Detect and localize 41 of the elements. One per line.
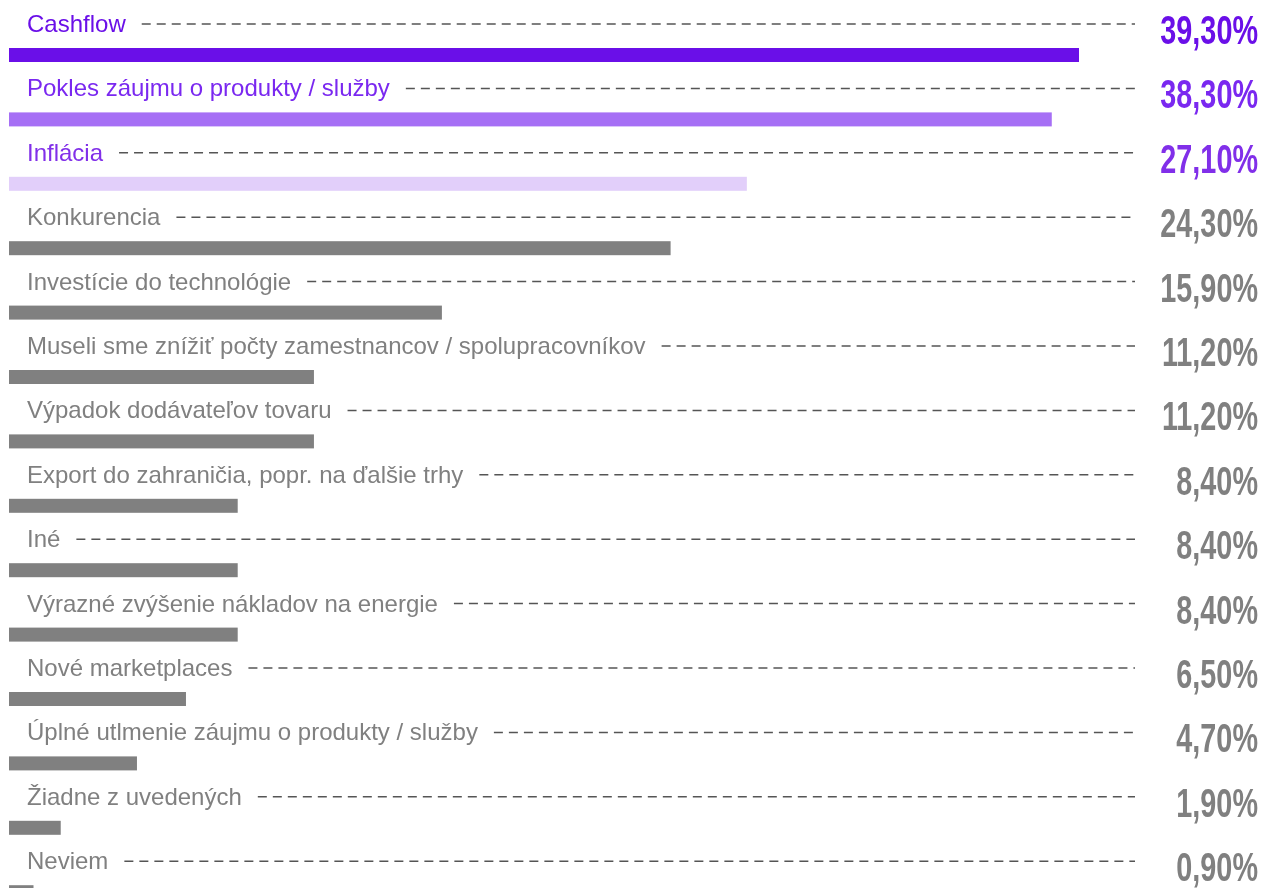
y-tick-label: Nové marketplaces bbox=[27, 654, 233, 681]
y-tick-label: Export do zahraničia, popr. na ďalšie trhy bbox=[27, 460, 464, 488]
data-label: 27,10% bbox=[1160, 136, 1259, 181]
data-label: 8,40% bbox=[1176, 586, 1258, 632]
bar bbox=[9, 692, 186, 706]
bar bbox=[9, 627, 238, 642]
bar bbox=[9, 563, 238, 578]
y-tick-label: Iné bbox=[27, 525, 61, 553]
y-tick-label: Museli sme znížiť počty zamestnancov / spolupracovníkov bbox=[27, 332, 646, 359]
bar bbox=[9, 112, 1052, 127]
bar bbox=[9, 434, 314, 449]
data-label: 39,30% bbox=[1160, 7, 1259, 53]
bar bbox=[9, 498, 238, 513]
data-label: 1,90% bbox=[1176, 780, 1258, 825]
data-label: 4,70% bbox=[1176, 715, 1258, 761]
y-tick-label: Investície do technológie bbox=[27, 267, 292, 295]
bar bbox=[9, 176, 747, 191]
data-label: 11,20% bbox=[1161, 393, 1258, 439]
data-label: 15,90% bbox=[1160, 264, 1259, 310]
data-label: 0,90% bbox=[1176, 844, 1258, 888]
y-tick-label: Cashflow bbox=[27, 10, 127, 37]
bar bbox=[9, 820, 61, 835]
bar bbox=[9, 370, 314, 384]
data-label: 11,20% bbox=[1161, 329, 1258, 375]
y-tick-label: Konkurencia bbox=[27, 203, 162, 231]
bar bbox=[9, 241, 671, 256]
y-tick-label: Výrazné zvýšenie nákladov na energie bbox=[27, 589, 438, 617]
bar bbox=[9, 756, 137, 771]
data-label: 6,50% bbox=[1176, 651, 1258, 697]
bar bbox=[9, 305, 442, 320]
bar bbox=[9, 48, 1079, 62]
y-tick-label: Žiadne z uvedených bbox=[27, 782, 242, 810]
data-label: 8,40% bbox=[1176, 522, 1258, 568]
data-label: 24,30% bbox=[1160, 200, 1259, 246]
y-tick-label: Neviem bbox=[27, 847, 109, 875]
y-tick-label: Úplné utlmenie záujmu o produkty / služby bbox=[27, 718, 478, 746]
y-tick-label: Inflácia bbox=[27, 138, 104, 166]
data-label: 8,40% bbox=[1176, 458, 1258, 503]
y-tick-label: Výpadok dodávateľov tovaru bbox=[27, 396, 332, 424]
data-label: 38,30% bbox=[1160, 71, 1259, 117]
y-tick-label: Pokles záujmu o produkty / služby bbox=[27, 74, 390, 102]
